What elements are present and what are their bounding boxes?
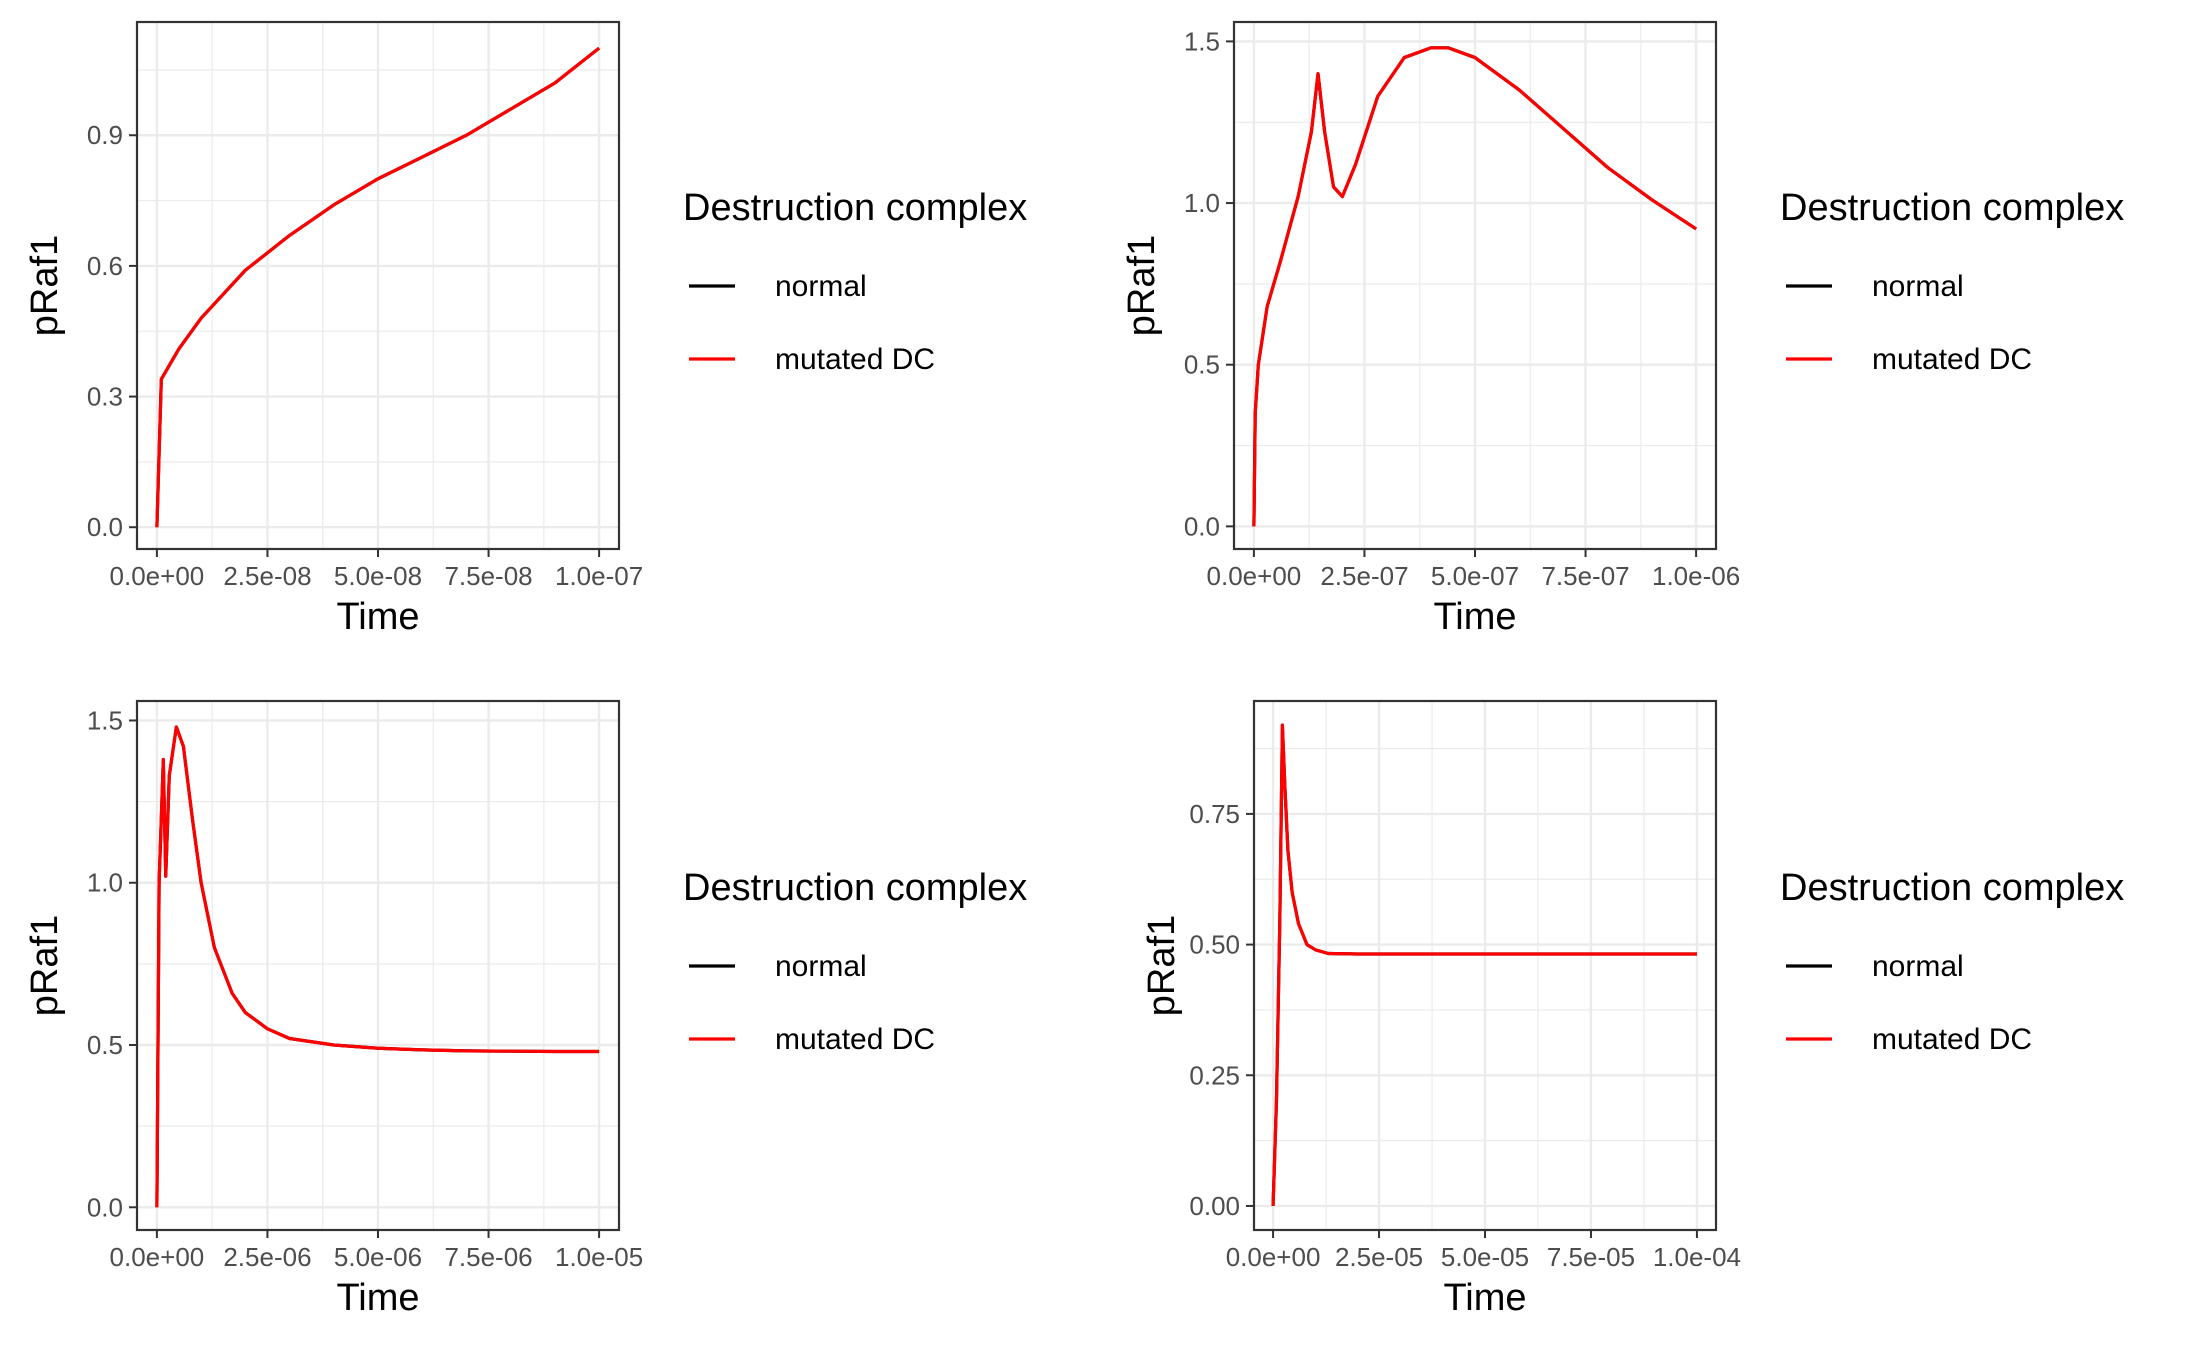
legend: Destruction complex normal mutated DC <box>1780 187 2124 376</box>
y-tick-label: 0.75 <box>1189 799 1240 829</box>
legend-title: Destruction complex <box>683 867 1027 909</box>
y-tick-label: 1.5 <box>87 705 123 735</box>
legend-label-mutated-dc: mutated DC <box>1872 343 2032 376</box>
y-tick-label: 0.25 <box>1189 1060 1240 1090</box>
legend-title: Destruction complex <box>1780 867 2124 909</box>
x-tick-label: 0.0e+00 <box>110 561 205 591</box>
legend-title: Destruction complex <box>683 187 1027 229</box>
y-tick-label: 0.3 <box>87 382 123 412</box>
y-axis-title: pRaf1 <box>1121 235 1163 336</box>
y-tick-label: 0.00 <box>1189 1191 1240 1221</box>
series-line-mutated-dc <box>155 46 601 528</box>
series-line-mutated-dc <box>155 725 600 1208</box>
y-tick-label: 1.0 <box>87 868 123 898</box>
y-axis-title: pRaf1 <box>1141 915 1183 1016</box>
y-axis-title: pRaf1 <box>24 235 66 336</box>
x-tick-label: 7.5e-06 <box>444 1242 532 1272</box>
legend-label-mutated-dc: mutated DC <box>775 1023 935 1056</box>
x-axis-title: Time <box>1443 1277 1526 1319</box>
x-tick-label: 5.0e-06 <box>334 1242 422 1272</box>
series-line-mutated-dc <box>1252 46 1697 527</box>
x-tick-label: 2.5e-05 <box>1335 1242 1423 1272</box>
y-tick-label: 0.0 <box>87 512 123 542</box>
legend: Destruction complex normal mutated DC <box>683 867 1027 1056</box>
x-tick-label: 1.0e-05 <box>555 1242 643 1272</box>
legend-label-mutated-dc: mutated DC <box>1872 1023 2032 1056</box>
x-tick-label: 0.0e+00 <box>110 1242 205 1272</box>
x-tick-label: 0.0e+00 <box>1226 1242 1321 1272</box>
y-tick-label: 0.0 <box>87 1192 123 1222</box>
y-tick-label: 0.0 <box>1184 511 1220 541</box>
y-tick-label: 0.5 <box>1184 350 1220 380</box>
x-axis-title: Time <box>336 596 419 638</box>
y-axis-title: pRaf1 <box>24 915 66 1016</box>
chart-panel-2: 0.0e+00 2.5e-07 5.0e-07 7.5e-07 1.0e-06 0.0 0.… <box>1121 20 2124 638</box>
x-tick-label: 1.0e-07 <box>555 561 643 591</box>
legend-label-mutated-dc: mutated DC <box>775 343 935 376</box>
x-tick-label: 5.0e-05 <box>1441 1242 1529 1272</box>
x-tick-label: 2.5e-08 <box>223 561 311 591</box>
y-tick-label: 0.5 <box>87 1030 123 1060</box>
y-tick-label: 0.9 <box>87 120 123 150</box>
y-tick-label: 0.6 <box>87 251 123 281</box>
x-tick-label: 7.5e-05 <box>1547 1242 1635 1272</box>
y-tick-label: 1.5 <box>1184 26 1220 56</box>
legend: Destruction complex normal mutated DC <box>1780 867 2124 1056</box>
legend-label-normal: normal <box>1872 270 1964 303</box>
series-line-mutated-dc <box>1271 723 1697 1207</box>
x-tick-label: 2.5e-06 <box>223 1242 311 1272</box>
x-tick-label: 5.0e-08 <box>334 561 422 591</box>
x-tick-label: 0.0e+00 <box>1207 561 1302 591</box>
legend-title: Destruction complex <box>1780 187 2124 229</box>
chart-panel-3: 0.0e+00 2.5e-06 5.0e-06 7.5e-06 1.0e-05 0.0 0.… <box>24 699 1027 1319</box>
x-axis-title: Time <box>336 1277 419 1319</box>
legend: Destruction complex normal mutated DC <box>683 187 1027 376</box>
legend-label-normal: normal <box>1872 950 1964 983</box>
legend-label-normal: normal <box>775 950 867 983</box>
x-tick-label: 1.0e-06 <box>1652 561 1740 591</box>
x-tick-label: 1.0e-04 <box>1653 1242 1741 1272</box>
y-tick-label: 0.50 <box>1189 930 1240 960</box>
x-tick-label: 2.5e-07 <box>1320 561 1408 591</box>
y-tick-label: 1.0 <box>1184 188 1220 218</box>
chart-panel-4: 0.0e+00 2.5e-05 5.0e-05 7.5e-05 1.0e-04 0.00 0… <box>1141 699 2124 1319</box>
chart-panel-1: 0.0e+00 2.5e-08 5.0e-08 7.5e-08 1.0e-07 0.0 0.… <box>24 20 1027 638</box>
x-tick-label: 5.0e-07 <box>1431 561 1519 591</box>
x-axis-title: Time <box>1433 596 1516 638</box>
legend-label-normal: normal <box>775 270 867 303</box>
x-tick-label: 7.5e-08 <box>444 561 532 591</box>
x-tick-label: 7.5e-07 <box>1541 561 1629 591</box>
